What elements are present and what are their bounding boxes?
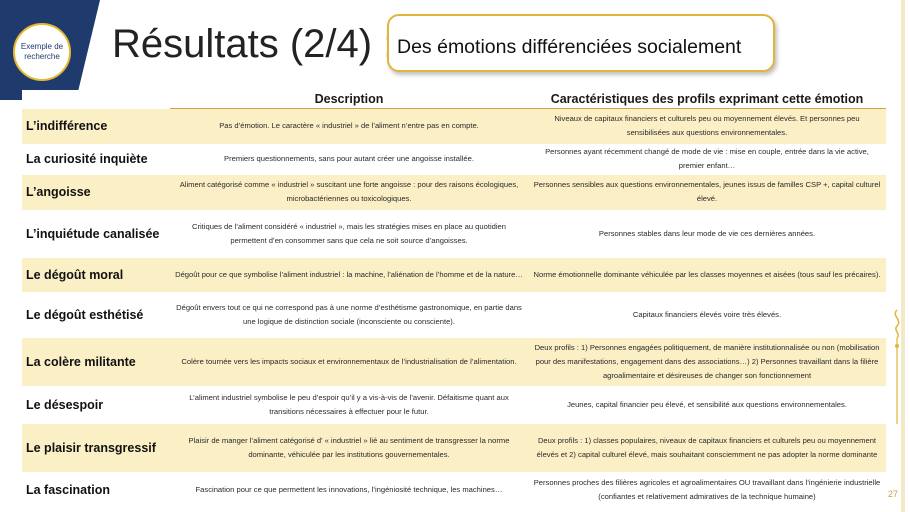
table-header-row: Description Caractéristiques des profils… [22, 90, 886, 109]
header-empty [22, 90, 170, 109]
emotion-label: La colère militante [22, 337, 170, 386]
description-cell: L’aliment industriel symbolise le peu d’… [170, 385, 528, 424]
emotion-label: La curiosité inquiète [22, 143, 170, 175]
description-cell: Fascination pour ce que permettent les i… [170, 471, 528, 508]
description-cell: Pas d’émotion. Le caractère « industriel… [170, 108, 528, 144]
table-row: L’angoisse Aliment catégorisé comme « in… [22, 174, 886, 210]
description-cell: Dégoût pour ce que symbolise l’aliment i… [170, 257, 528, 292]
table-row: L’inquiétude canalisée Critiques de l’al… [22, 209, 886, 258]
table-row: Le dégoût moral Dégoût pour ce que symbo… [22, 257, 886, 292]
description-cell: Plaisir de manger l’aliment catégorisé d… [170, 423, 528, 472]
page-title: Résultats (2/4) : [112, 22, 395, 66]
profiles-cell: Personnes stables dans leur mode de vie … [528, 209, 886, 258]
table-row: Le désespoir L’aliment industriel symbol… [22, 385, 886, 424]
table-row: Le dégoût esthétisé Dégoût envers tout c… [22, 291, 886, 338]
example-badge: Exemple de recherche [13, 23, 71, 81]
table-row: Le plaisir transgressif Plaisir de mange… [22, 423, 886, 472]
emotion-label: Le dégoût moral [22, 257, 170, 292]
table-row: L’indifférence Pas d’émotion. Le caractè… [22, 108, 886, 144]
emotion-label: La fascination [22, 471, 170, 508]
right-border-line [901, 0, 905, 512]
table-row: La curiosité inquiète Premiers questionn… [22, 143, 886, 175]
results-table: Description Caractéristiques des profils… [22, 90, 886, 508]
description-cell: Aliment catégorisé comme « industriel » … [170, 174, 528, 210]
table-row: La colère militante Colère tournée vers … [22, 337, 886, 386]
subtitle: Des émotions différenciées socialement [397, 36, 742, 58]
profiles-cell: Deux profils : 1) classes populaires, ni… [528, 423, 886, 472]
profiles-cell: Personnes proches des filières agricoles… [528, 471, 886, 508]
badge-text: Exemple de recherche [20, 42, 64, 61]
profiles-cell: Norme émotionnelle dominante véhiculée p… [528, 257, 886, 292]
emotion-label: L’angoisse [22, 174, 170, 210]
description-cell: Critiques de l’aliment considéré « indus… [170, 209, 528, 258]
emotion-label: Le désespoir [22, 385, 170, 424]
page-number: 27 [888, 489, 899, 499]
emotion-label: L’inquiétude canalisée [22, 209, 170, 258]
emotion-label: Le dégoût esthétisé [22, 291, 170, 338]
description-cell: Dégoût envers tout ce qui ne correspond … [170, 291, 528, 338]
description-cell: Premiers questionnements, sans pour auta… [170, 143, 528, 175]
profiles-cell: Personnes sensibles aux questions enviro… [528, 174, 886, 210]
profiles-cell: Deux profils : 1) Personnes engagées pol… [528, 337, 886, 386]
description-cell: Colère tournée vers les impacts sociaux … [170, 337, 528, 386]
table-row: La fascination Fascination pour ce que p… [22, 471, 886, 508]
profiles-cell: Capitaux financiers élevés voire très él… [528, 291, 886, 338]
profiles-cell: Jeunes, capital financier peu élevé, et … [528, 385, 886, 424]
profiles-cell: Personnes ayant récemment changé de mode… [528, 143, 886, 175]
emotion-label: L’indifférence [22, 108, 170, 144]
decorative-vine-icon [887, 306, 907, 426]
header-profiles: Caractéristiques des profils exprimant c… [528, 90, 886, 109]
profiles-cell: Niveaux de capitaux financiers et cultur… [528, 108, 886, 144]
subtitle-box: Des émotions différenciées socialement [387, 14, 775, 72]
emotion-label: Le plaisir transgressif [22, 423, 170, 472]
header-description: Description [170, 90, 528, 109]
